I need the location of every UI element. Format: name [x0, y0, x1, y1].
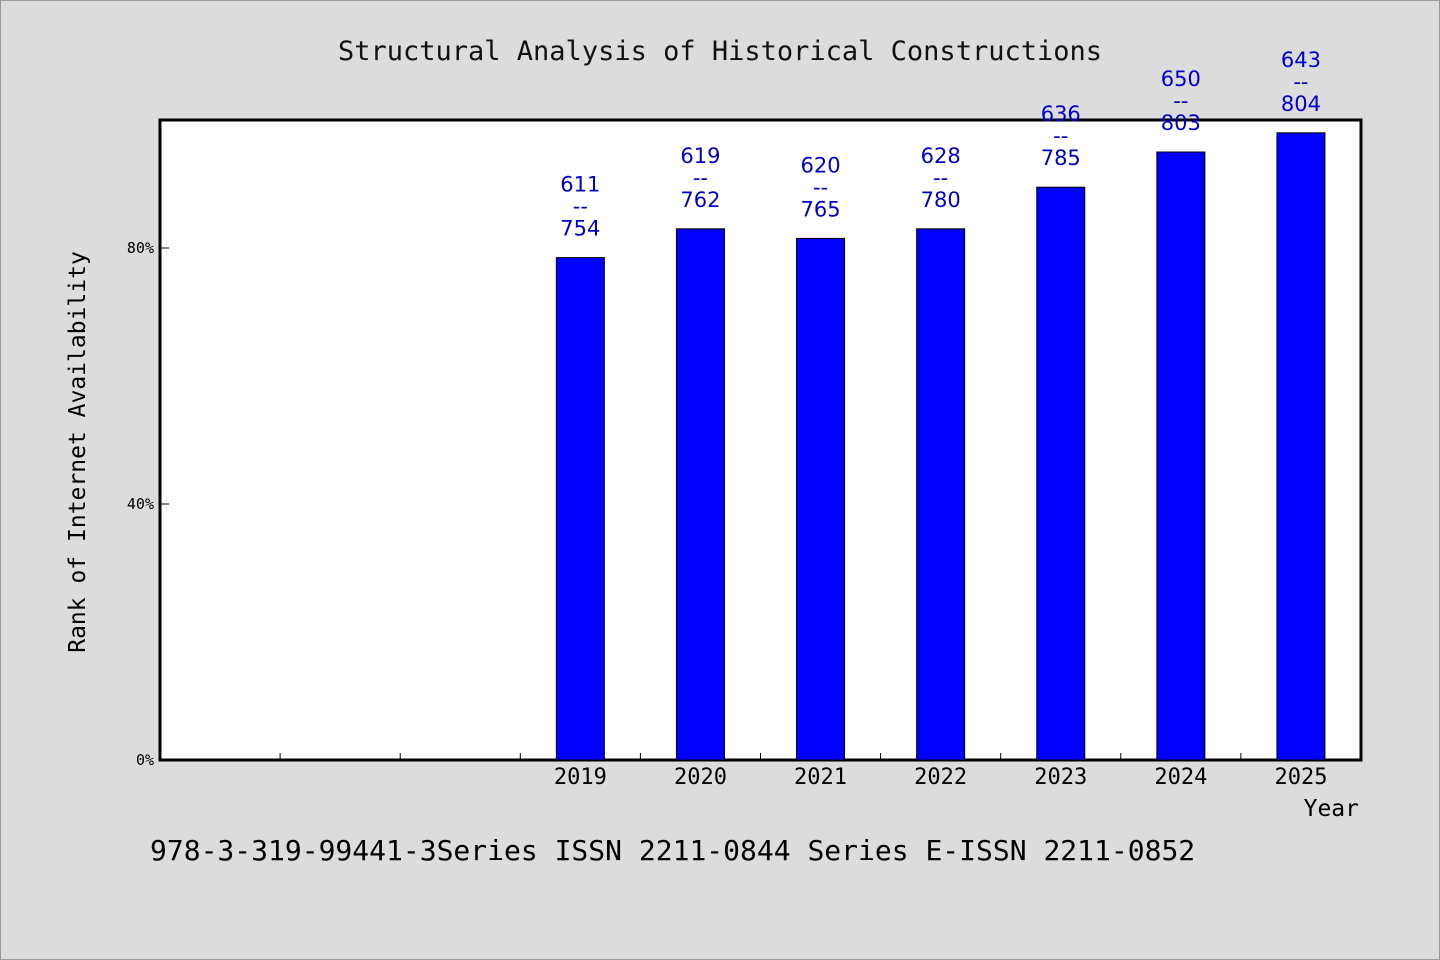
bar-label-bottom: 803 — [1161, 111, 1201, 135]
bar-label-top: 628 — [921, 144, 961, 168]
bar-label-top: 611 — [560, 173, 600, 197]
bar-label-bottom: 765 — [801, 197, 841, 221]
bar-label-separator: -- — [1293, 70, 1308, 94]
bar-label-bottom: 762 — [680, 188, 720, 212]
bar-label-separator: -- — [573, 195, 588, 219]
bar-label-top: 636 — [1041, 102, 1081, 126]
bar — [796, 237, 846, 761]
bar-label-top: 620 — [801, 153, 841, 177]
bar-label-bottom: 754 — [560, 217, 600, 241]
chart-title: Structural Analysis of Historical Constr… — [337, 36, 1102, 67]
bar — [916, 228, 966, 761]
x-tick-label: 2019 — [554, 765, 607, 790]
y-tick-label: 40% — [127, 495, 154, 513]
bar — [1036, 186, 1086, 761]
footer-identifiers: 978-3-319-99441-3Series ISSN 2211-0844 S… — [150, 834, 1196, 867]
bar — [1276, 132, 1326, 761]
bar — [555, 257, 605, 761]
bar-label-bottom: 785 — [1041, 146, 1081, 170]
bar-label-separator: -- — [1173, 89, 1188, 113]
y-axis: 0% 40% 80% — [127, 239, 169, 769]
x-axis-label: Year — [1304, 796, 1359, 822]
x-tick-label: 2023 — [1034, 765, 1087, 790]
bar-label-separator: -- — [813, 175, 828, 199]
bar-label-separator: -- — [933, 166, 948, 190]
bar-label-top: 643 — [1281, 48, 1321, 72]
y-tick-label: 0% — [136, 751, 154, 769]
bar — [675, 228, 725, 761]
x-tick-label: 2022 — [914, 765, 967, 790]
x-axis: 2019 2020 2021 2022 2023 2024 2025 — [279, 753, 1327, 790]
bar-labels: 611--754619--762620--765628--780636--785… — [560, 48, 1321, 241]
bar — [1156, 151, 1206, 761]
bar-label-top: 619 — [680, 144, 720, 168]
x-tick-label: 2021 — [794, 765, 847, 790]
bar-label-separator: -- — [1053, 124, 1068, 148]
x-tick-label: 2025 — [1274, 765, 1327, 790]
x-tick-label: 2020 — [674, 765, 727, 790]
bars — [555, 132, 1326, 761]
bar-label-top: 650 — [1161, 67, 1201, 91]
y-axis-label: Rank of Internet Availability — [65, 251, 91, 653]
y-tick-label: 80% — [127, 239, 154, 257]
bar-label-separator: -- — [693, 166, 708, 190]
x-tick-label: 2024 — [1154, 765, 1207, 790]
bar-label-bottom: 804 — [1281, 92, 1321, 116]
bar-label-bottom: 780 — [921, 188, 961, 212]
